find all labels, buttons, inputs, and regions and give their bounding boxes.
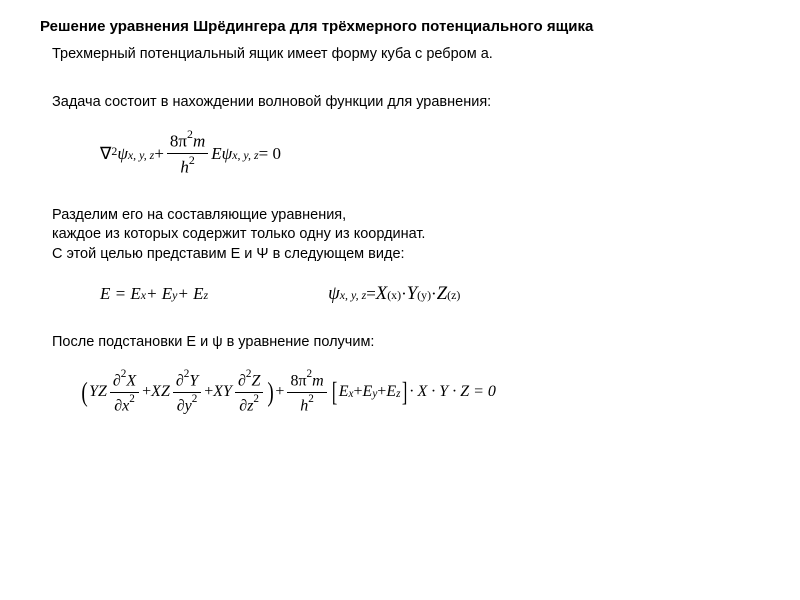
bracket-open: [	[332, 384, 337, 400]
p3-line-b: каждое из которых содержит только одну и…	[52, 226, 425, 242]
paragraph-substitute: После подстановки Е и ψ в уравнение полу…	[52, 333, 770, 353]
plus-1: +	[142, 383, 151, 401]
Ex-sub: x	[349, 388, 354, 400]
plus-op: +	[154, 144, 164, 164]
equation-energy-split: E = Ex + Ey + Ez	[100, 284, 208, 304]
psi-symbol: ψ	[117, 144, 128, 164]
X-func: X	[376, 283, 387, 305]
plus-2: +	[204, 383, 213, 401]
Z-func: Z	[437, 283, 447, 305]
nabla-symbol: ∇	[100, 144, 111, 164]
dz-den: ∂z	[239, 397, 253, 414]
dx-exp: 2	[129, 393, 135, 405]
frac-num-a: 8π	[170, 132, 187, 151]
paren-close: )	[268, 384, 274, 400]
f2-den-exp: 2	[308, 393, 314, 405]
Ez: E	[386, 383, 396, 401]
plus-4: +	[354, 383, 363, 401]
X-arg: (x)	[387, 288, 401, 303]
page-title: Решение уравнения Шрёдингера для трёхмер…	[40, 18, 770, 35]
d-exp-3: 2	[246, 368, 252, 380]
psi-subscript: x, y, z	[128, 148, 154, 163]
tail-xyz: · X · Y · Z = 0	[410, 383, 496, 401]
equation-psi-split: ψx, y, z = X(x) · Y(y) · Z(z)	[328, 283, 460, 305]
equation-separation: E = Ex + Ey + Ez ψx, y, z = X(x) · Y(y) …	[100, 283, 770, 305]
equation-schrodinger: ∇2ψx, y, z + 8π2m h2 Eψx, y, z = 0	[100, 130, 770, 178]
frac-den-exp: 2	[189, 153, 195, 167]
frac-d2Y-dy2: ∂2Y ∂y2	[173, 370, 201, 415]
d-exp-1: 2	[121, 368, 127, 380]
plus-5: +	[377, 383, 386, 401]
frac-num-exp: 2	[187, 127, 193, 141]
p3-line-a: Разделим его на составляющие уравнения,	[52, 207, 346, 223]
p3-line-c: С этой целью представим Е и Ψ в следующе…	[52, 246, 405, 262]
dz-exp: 2	[253, 393, 259, 405]
Y-func: Y	[407, 283, 417, 305]
XZ-term: XZ	[151, 383, 170, 401]
paragraph-task: Задача состоит в нахождении волновой фун…	[52, 93, 770, 113]
Z-arg: (z)	[447, 288, 460, 303]
YZ-term: YZ	[89, 383, 107, 401]
paragraph-separate: Разделим его на составляющие уравнения, …	[52, 206, 770, 265]
d-exp-2: 2	[184, 368, 190, 380]
Ey: E	[363, 383, 373, 401]
frac-den-a: h	[180, 158, 189, 177]
paragraph-intro: Трехмерный потенциальный ящик имеет форм…	[52, 45, 770, 65]
e-plus-1: + E	[146, 284, 172, 304]
dx-den: ∂x	[114, 397, 129, 414]
psi-sub-xyz: x, y, z	[340, 288, 366, 303]
eq-zero: = 0	[259, 144, 281, 164]
e-plus-2: + E	[177, 284, 203, 304]
XY-term: XY	[213, 383, 232, 401]
equation-expanded: ( YZ ∂2X ∂x2 + XZ ∂2Y ∂y2 + XY ∂2Z ∂z2 )…	[80, 370, 770, 415]
d-sym-3: ∂	[238, 372, 246, 389]
Ex: E	[339, 383, 349, 401]
d-sym-2: ∂	[176, 372, 184, 389]
e-lhs: E = E	[100, 284, 141, 304]
frac-d2X-dx2: ∂2X ∂x2	[110, 370, 139, 415]
psi-lhs: ψ	[328, 283, 340, 305]
dZ: Z	[251, 372, 260, 389]
bracket-close: ]	[402, 384, 407, 400]
Ez-sub: z	[396, 388, 400, 400]
psi-symbol-2: ψ	[222, 144, 233, 164]
fraction-8pi2m-h2: 8π2m h2	[167, 130, 208, 178]
e-sub-x: x	[141, 288, 146, 303]
e-sub-z: z	[204, 288, 209, 303]
dY: Y	[189, 372, 198, 389]
paren-open: (	[81, 384, 87, 400]
frac-num-b: m	[193, 132, 205, 151]
f2-num-a: 8π	[290, 372, 306, 389]
f2-num-exp: 2	[307, 368, 313, 380]
f2-num-b: m	[312, 372, 324, 389]
psi-eq: =	[366, 284, 376, 304]
d-sym-1: ∂	[113, 372, 121, 389]
dy-exp: 2	[192, 393, 198, 405]
Ey-sub: y	[372, 388, 377, 400]
plus-3: +	[275, 383, 284, 401]
frac-d2Z-dz2: ∂2Z ∂z2	[235, 370, 263, 415]
e-sub-y: y	[172, 288, 177, 303]
psi-subscript-2: x, y, z	[232, 148, 258, 163]
E-symbol: E	[211, 144, 221, 164]
frac-8pi2m-h2-b: 8π2m h2	[287, 370, 326, 415]
dX: X	[126, 372, 136, 389]
dy-den: ∂y	[177, 397, 192, 414]
Y-arg: (y)	[417, 288, 431, 303]
